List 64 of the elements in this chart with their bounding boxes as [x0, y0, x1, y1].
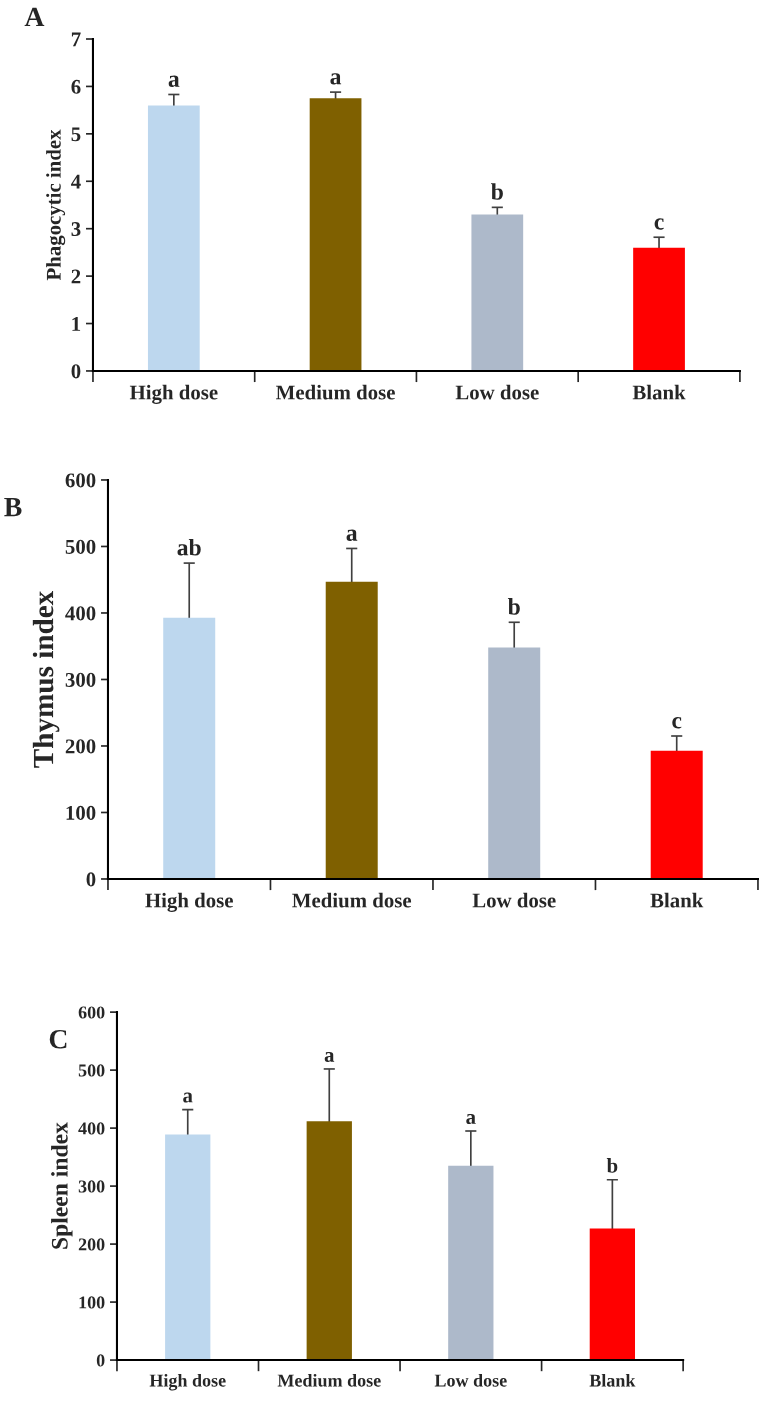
annotation: a — [183, 1092, 193, 1103]
x-tick-label: Low dose — [434, 1373, 507, 1387]
annotation: a — [168, 75, 180, 87]
chart-title: C — [49, 1029, 67, 1049]
y-tick-label: 500 — [78, 1064, 105, 1077]
annotation: a — [330, 73, 342, 85]
y-tick-label: 600 — [65, 473, 96, 488]
x-tick-label: Medium dose — [276, 384, 395, 400]
y-tick-label: 300 — [78, 1180, 105, 1193]
bar — [471, 214, 524, 371]
bar — [589, 1228, 636, 1361]
y-tick-label: 1 — [72, 317, 81, 331]
chart-title: A — [24, 7, 45, 27]
y-axis-title: Phagocytic index — [46, 129, 66, 281]
bar — [309, 98, 362, 371]
y-tick-label: 600 — [78, 1006, 105, 1019]
x-tick-label: Low dose — [472, 892, 556, 908]
y-tick-label: 100 — [66, 805, 96, 820]
annotation: b — [606, 1158, 618, 1173]
annotation: a — [466, 1114, 476, 1124]
y-tick-label: 200 — [65, 739, 96, 754]
y-tick-label: 3 — [71, 222, 81, 237]
y-tick-label: 0 — [71, 364, 81, 379]
y-tick-label: 100 — [79, 1296, 105, 1309]
annotation: b — [491, 183, 503, 200]
annotation: a — [324, 1051, 335, 1062]
x-tick-label: High dose — [129, 384, 218, 404]
y-tick-label: 6 — [71, 79, 81, 94]
y-axis-title: Thymus index — [32, 590, 60, 768]
x-tick-label: Low dose — [455, 384, 539, 400]
bar — [325, 581, 378, 879]
y-tick-label: 4 — [71, 174, 81, 189]
y-tick-label: 200 — [78, 1238, 105, 1251]
bar — [650, 750, 703, 879]
annotation: c — [654, 218, 664, 230]
x-tick-label: Blank — [632, 384, 686, 400]
annotation: a — [346, 529, 358, 541]
bar — [448, 1165, 494, 1361]
bar — [163, 617, 216, 879]
x-tick-label: Medium dose — [277, 1373, 381, 1387]
x-tick-label: High dose — [149, 1373, 226, 1391]
y-tick-label: 500 — [65, 539, 96, 554]
y-tick-label: 400 — [65, 606, 96, 621]
y-tick-label: 7 — [71, 32, 81, 47]
y-tick-label: 0 — [86, 872, 96, 887]
annotation: b — [507, 598, 520, 615]
bar — [147, 105, 200, 371]
y-axis-title: Spleen index — [51, 1122, 73, 1249]
x-tick-label: Blank — [650, 892, 704, 908]
x-tick-label: Medium dose — [292, 892, 412, 908]
annotation: c — [672, 717, 682, 729]
annotation: ab — [177, 538, 201, 556]
bar — [488, 647, 541, 879]
x-tick-label: High dose — [145, 892, 233, 912]
y-tick-label: 400 — [78, 1122, 105, 1135]
x-tick-label: Blank — [589, 1373, 636, 1387]
y-tick-label: 5 — [71, 127, 81, 142]
bar — [633, 247, 685, 371]
bar — [306, 1121, 352, 1361]
bar — [165, 1134, 211, 1361]
y-tick-label: 300 — [65, 672, 96, 687]
y-tick-label: 0 — [96, 1354, 105, 1367]
chart-title: B — [4, 497, 22, 517]
y-tick-label: 2 — [71, 269, 81, 284]
